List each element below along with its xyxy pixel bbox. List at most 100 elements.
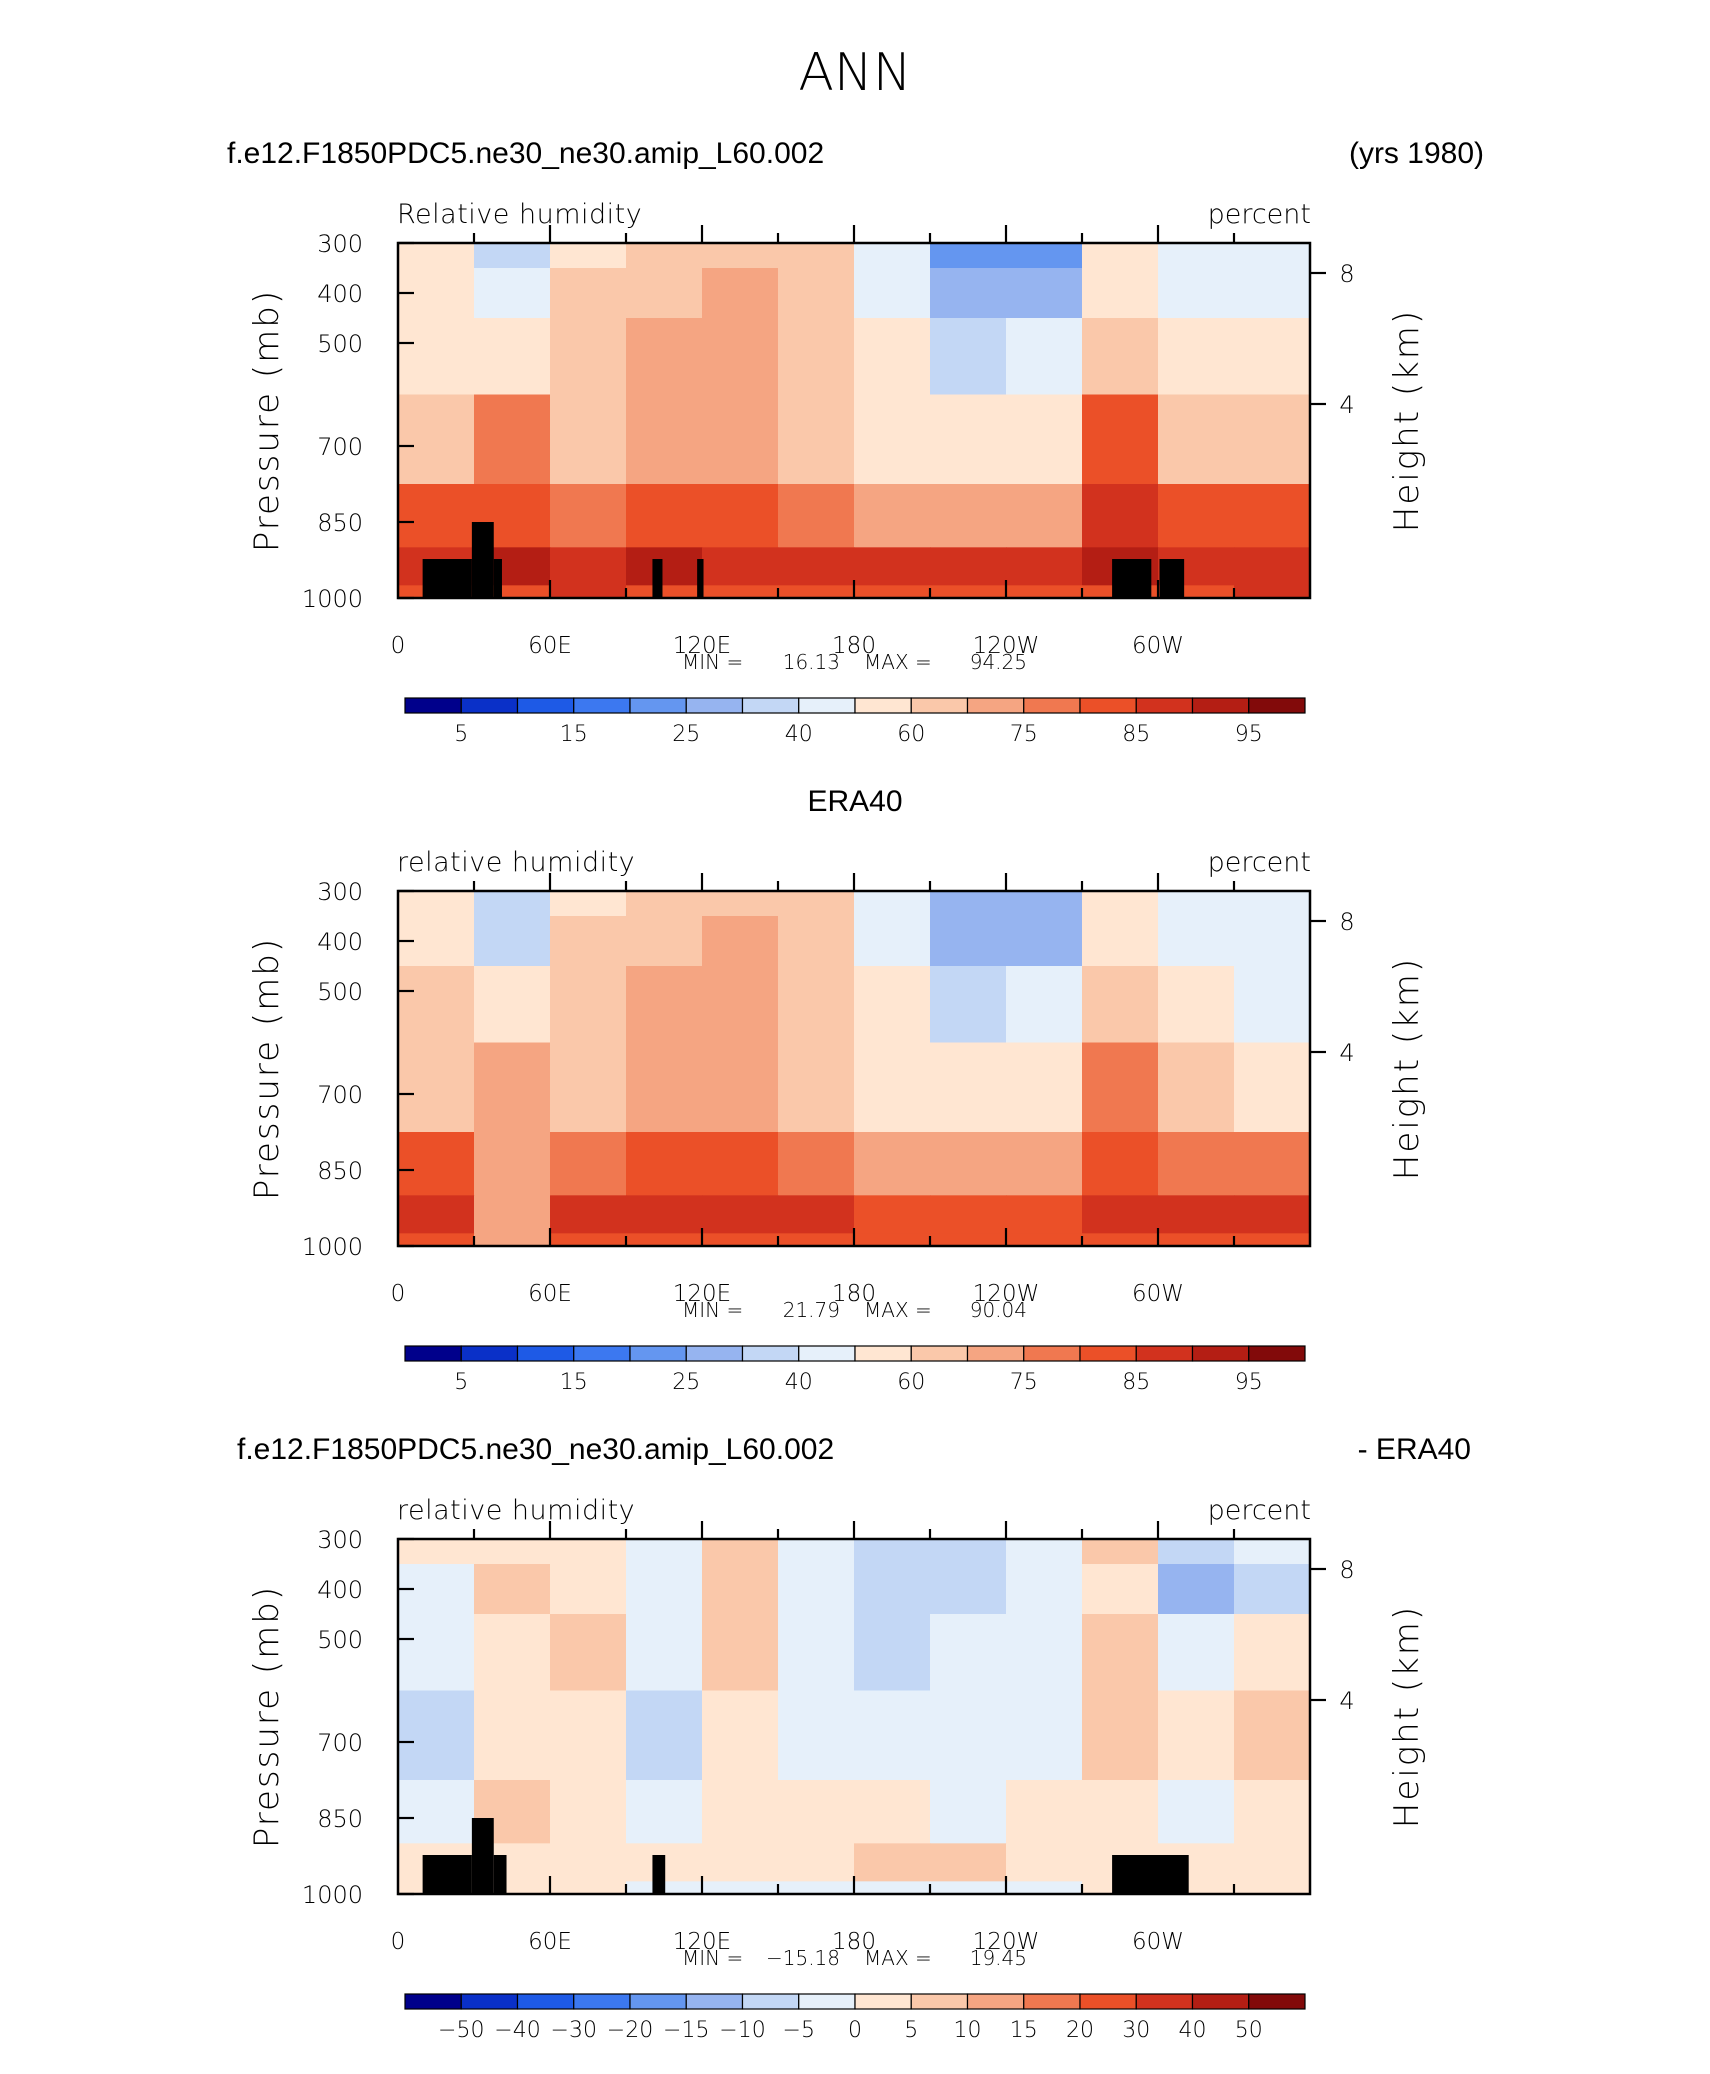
topography-mask	[422, 522, 1185, 598]
topography-block	[1112, 1855, 1189, 1894]
x-tick-label: 180	[832, 1281, 876, 1307]
topography-block	[652, 1855, 666, 1894]
heatmap-cell	[550, 318, 627, 396]
heatmap-cell	[1082, 1233, 1159, 1247]
y-tick-label: 700	[317, 433, 363, 461]
heatmap-cell	[1006, 1233, 1083, 1247]
colorbar-swatch	[910, 1345, 969, 1362]
heatmap-cell	[778, 318, 855, 396]
y-right-axis-label: Height (km)	[1387, 957, 1427, 1180]
colorbar-label: 85	[1122, 722, 1150, 747]
heatmap-cell	[1158, 484, 1235, 548]
heatmap-cell	[626, 585, 703, 599]
heatmap-cell	[1234, 484, 1311, 548]
heatmap-cell	[1158, 916, 1235, 967]
colorbar: −50 −40 −30 −20 −15 −10 −5 0 5 10 15 20 30 40 50	[404, 1993, 1306, 2043]
heatmap-cell	[1158, 1132, 1235, 1196]
topography-block	[493, 1855, 507, 1894]
colorbar-label: −10	[719, 2018, 765, 2043]
heatmap-cell	[930, 1690, 1007, 1781]
heatmap-cell	[778, 1132, 855, 1196]
heatmap-cell	[1158, 1564, 1235, 1615]
heatmap-cell	[550, 1042, 627, 1133]
heatmap-cell	[854, 1539, 931, 1565]
topography-block	[1112, 559, 1152, 598]
heatmap-cell	[550, 916, 627, 967]
colorbar-swatch	[1191, 1345, 1250, 1362]
heatmap-cell	[550, 585, 627, 599]
colorbar-label: −20	[607, 2018, 653, 2043]
colorbar-swatch	[854, 1345, 912, 1362]
panels: f.e12.F1850PDC5.ne30_ne30.amip_L60.002 (y…	[227, 137, 1484, 2043]
heatmap-cell	[1234, 1690, 1311, 1781]
panel-diff: f.e12.F1850PDC5.ne30_ne30.amip_L60.002 - …	[237, 1433, 1471, 2043]
heatmap-cell	[550, 1881, 627, 1895]
heatmap-cell	[1234, 1564, 1311, 1615]
heatmap-cell	[702, 1564, 779, 1615]
heatmap-cell	[626, 1195, 703, 1234]
panel-header-right: - ERA40	[1358, 1433, 1471, 1466]
heatmap-cell	[1006, 1539, 1083, 1565]
colorbar-label: 95	[1235, 722, 1263, 747]
heatmap-cell	[930, 1042, 1007, 1133]
colorbar-swatch	[1248, 1993, 1306, 2010]
colorbar-label: −30	[551, 2018, 597, 2043]
heatmap-cell	[702, 1042, 779, 1133]
colorbar-label: 95	[1235, 1370, 1263, 1395]
x-tick-label: 60E	[528, 1281, 572, 1307]
page-title: ANN	[798, 43, 911, 103]
heatmap-cell	[1158, 318, 1235, 396]
x-tick-label: 60W	[1132, 1929, 1184, 1955]
colorbar-label: 40	[1179, 2018, 1207, 2043]
max-value: 90.04	[970, 1298, 1027, 1322]
heatmap-cells	[398, 891, 1311, 1247]
x-tick-label: 120W	[973, 633, 1040, 659]
colorbar-label: 0	[848, 2018, 862, 2043]
heatmap-cell	[1006, 394, 1083, 485]
heatmap-cell	[854, 1780, 931, 1844]
colorbar-label: 30	[1122, 2018, 1150, 2043]
heatmap-cell	[778, 1233, 855, 1247]
heatmap-cell	[1234, 1843, 1311, 1882]
heatmap-cell	[398, 1539, 475, 1565]
heatmap-cell	[702, 1195, 779, 1234]
x-tick-label: 180	[832, 633, 876, 659]
heatmap-cell	[930, 394, 1007, 485]
heatmap-cell	[930, 547, 1007, 586]
heatmap-cell	[1234, 1881, 1311, 1895]
heatmap-cell	[702, 1233, 779, 1247]
colorbar-label: 10	[954, 2018, 982, 2043]
colorbar-swatch	[629, 697, 687, 714]
max-label: MAX =	[864, 1298, 932, 1322]
colorbar: 5 15 25 40 60 75 85 95	[404, 1345, 1306, 1395]
heatmap-cell	[1006, 1881, 1083, 1895]
heatmap-cell	[1082, 243, 1159, 269]
heatmap-cell	[854, 484, 931, 548]
heatmap-cell	[930, 1843, 1007, 1882]
heatmap-cell	[626, 1042, 703, 1133]
colorbar-swatch	[1079, 1345, 1137, 1362]
y-tick-label: 500	[317, 330, 363, 358]
heatmap-cell	[398, 1195, 475, 1234]
heatmap-cell	[702, 1843, 779, 1882]
colorbar-label: −5	[783, 2018, 815, 2043]
heatmap-cell	[702, 484, 779, 548]
heatmap-cell	[1234, 1132, 1311, 1196]
y-tick-label: 850	[317, 509, 363, 537]
heatmap-cells	[398, 1539, 1311, 1895]
heatmap-cell	[1006, 268, 1083, 319]
heatmap-cell	[1082, 891, 1159, 917]
colorbar-swatch	[966, 697, 1025, 714]
heatmap-cell	[1158, 1233, 1235, 1247]
variable-label: relative humidity	[397, 1495, 635, 1526]
colorbar-swatch	[910, 1993, 969, 2010]
heatmap-cell	[854, 1195, 931, 1234]
colorbar-swatch	[404, 1993, 462, 2010]
colorbar-swatch	[516, 1345, 575, 1362]
heatmap-cell	[1158, 966, 1235, 1044]
panel-model: f.e12.F1850PDC5.ne30_ne30.amip_L60.002 (y…	[227, 137, 1484, 747]
heatmap-cell	[1234, 394, 1311, 485]
y-tick-label: 700	[317, 1729, 363, 1757]
x-tick-label: 120W	[973, 1929, 1040, 1955]
